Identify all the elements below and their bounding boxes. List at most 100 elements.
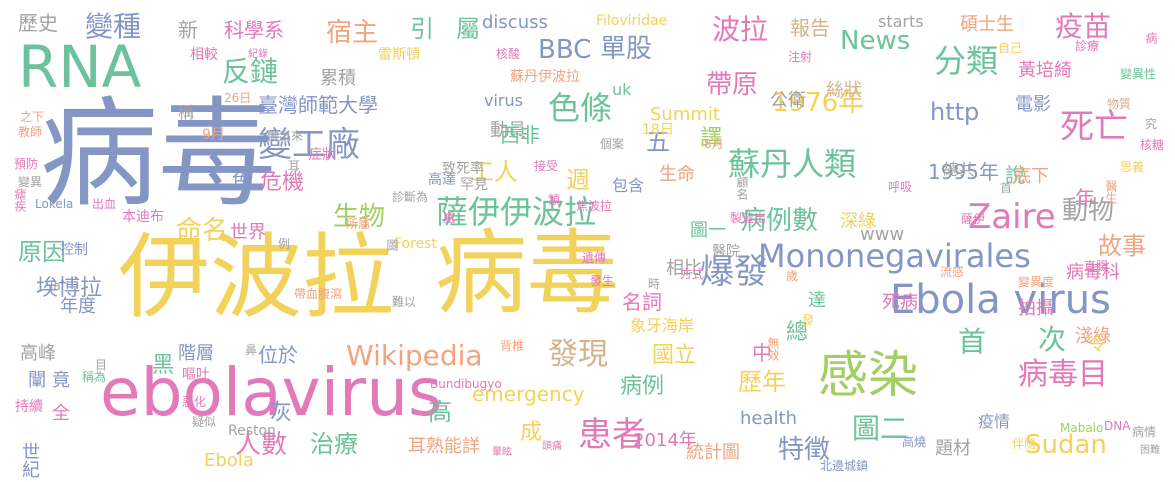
word-cloud-term: 個案 (600, 137, 625, 151)
word-cloud-term: 醫院 (712, 244, 740, 260)
word-cloud-term: 國立 (652, 343, 697, 368)
word-cloud-term: 包含 (612, 176, 645, 195)
word-cloud-term: 病例 (620, 374, 665, 399)
word-cloud-term: 位於 (258, 343, 298, 367)
word-cloud-term: 耳 (288, 159, 301, 173)
word-cloud-term: 色條 (548, 89, 613, 127)
word-cloud-term: 屬 (456, 15, 480, 43)
word-cloud-term: 相比 (666, 258, 702, 279)
word-cloud-term: Wikipedia (346, 339, 483, 372)
word-cloud-term: 變種 (85, 10, 142, 43)
word-cloud-term: Mabalo (1060, 421, 1104, 435)
word-cloud-term: 發 (802, 313, 815, 327)
word-cloud-term: RNA (18, 33, 142, 101)
word-cloud-term: 8月 (704, 137, 724, 151)
word-cloud-term: 雷斯頓 (378, 47, 420, 63)
word-cloud-term: 時 (648, 277, 661, 291)
word-cloud-term: 五 (646, 128, 670, 156)
word-cloud-term: 高 (428, 398, 452, 426)
word-cloud-term: BBC (538, 35, 592, 65)
word-cloud-term: 危機 (260, 170, 305, 195)
word-cloud-term: 瘧疾 (13, 188, 27, 212)
word-cloud-term: 故事 (1098, 232, 1146, 260)
word-cloud-term: 象牙海岸 (630, 316, 695, 335)
word-cloud-term: 罕見 (460, 177, 488, 193)
word-cloud-term: 蘇丹人類 (728, 145, 857, 183)
word-cloud-term: 1976年 (772, 88, 865, 118)
word-cloud-term: 埃博拉 (36, 276, 103, 301)
word-cloud-term: 次 (1038, 323, 1067, 356)
word-cloud-term: 原因 (18, 238, 66, 266)
word-cloud-term: 自己 (998, 41, 1023, 55)
word-cloud-term: 階層 (178, 343, 214, 364)
word-cloud-term: 病毒 (435, 220, 620, 327)
word-cloud-term: health (740, 408, 797, 429)
word-cloud-term: 1995年 (928, 160, 999, 184)
word-cloud-term: uk (612, 80, 632, 99)
word-cloud-term: 目 (95, 358, 108, 372)
word-cloud-term: 注射 (788, 50, 813, 64)
word-cloud-term: Forest (394, 236, 437, 252)
word-cloud-term: 黑 (152, 353, 175, 378)
word-cloud-term: starts (878, 12, 924, 31)
word-cloud-term: 方式 (680, 267, 705, 281)
word-cloud-term: 伴隨 (1012, 437, 1037, 451)
word-cloud-term: 工人 (470, 158, 518, 186)
word-cloud-term: 感染 (818, 346, 918, 404)
word-cloud-term: 報告 (790, 16, 830, 40)
word-cloud-term: 闡 (25, 370, 46, 388)
word-cloud-term: 特徵 (778, 435, 831, 465)
word-cloud-term: 鼻 (245, 343, 258, 357)
word-cloud-term: 病情 (1132, 425, 1157, 439)
word-cloud-term: 紀錄 (248, 49, 268, 60)
word-cloud-term: 薩伊 (961, 212, 986, 226)
word-cloud-term: Taï (48, 279, 65, 293)
word-cloud-term: 核酸 (496, 47, 521, 61)
word-cloud-term: 困難 (1140, 445, 1160, 456)
word-cloud-term: 預防 (14, 157, 39, 171)
word-cloud-term: 歷史 (18, 11, 58, 35)
word-cloud-term: 製造出 (730, 211, 767, 225)
word-cloud-term: Filoviridae (596, 13, 668, 29)
word-cloud-term: virus (484, 91, 523, 110)
word-cloud-term: www (860, 224, 905, 245)
word-cloud-term: 名詞 (622, 290, 662, 314)
word-cloud-term: 病例數 (740, 206, 819, 236)
word-cloud-term: 碩士生 (960, 14, 1014, 35)
word-cloud-term: 之下 (20, 110, 45, 124)
word-cloud-term: discuss (482, 12, 548, 33)
word-cloud-term: 年度 (60, 296, 96, 317)
word-cloud-term: 電影 (1015, 94, 1051, 115)
word-cloud-term: 淺綠 (1075, 326, 1111, 347)
word-cloud-term: 診斷為 (392, 190, 429, 204)
word-cloud-term: 動員 (490, 120, 526, 141)
word-cloud-term: 總共 (943, 160, 976, 179)
word-cloud-term: 年 (1075, 186, 1095, 210)
word-cloud-term: 新 (178, 18, 198, 42)
word-cloud-term: 高峰 (20, 343, 56, 364)
word-cloud-term: 疫苗 (1055, 10, 1112, 43)
word-cloud-term: Bundibugyo (430, 377, 502, 391)
word-cloud-term: Summit (650, 104, 720, 125)
word-cloud-term: 拍攝 (1018, 298, 1054, 319)
word-cloud-term: 焦波拉 (576, 199, 613, 213)
word-cloud-term: 核糖 (1140, 138, 1165, 152)
word-cloud-term: 公衛 (770, 90, 806, 111)
word-cloud-term: 圖一 (690, 220, 726, 241)
word-cloud-term: 動物 (1062, 196, 1115, 226)
word-cloud-term: 宿主 (326, 18, 379, 48)
word-cloud-term: 耳熟能詳 (408, 436, 480, 457)
word-cloud-term: 9月 (202, 127, 225, 143)
word-cloud-term: 變異 (18, 175, 43, 189)
word-cloud-term: 究 (1145, 117, 1158, 131)
word-cloud-term: 帶血腹瀉 (294, 287, 343, 301)
word-cloud-term: 單股 (600, 34, 653, 64)
word-cloud-term: 變異度 (1018, 275, 1055, 289)
word-cloud-term: 首 (958, 325, 987, 358)
word-cloud-term: 西非 (500, 123, 540, 147)
word-cloud-term: 中 (752, 341, 772, 365)
word-cloud-term: 處 (443, 211, 456, 225)
word-cloud-term: 治療 (310, 430, 358, 458)
word-cloud-term: 變工廠 (258, 125, 360, 165)
word-cloud-term: 北邊城鎮 (820, 459, 869, 473)
